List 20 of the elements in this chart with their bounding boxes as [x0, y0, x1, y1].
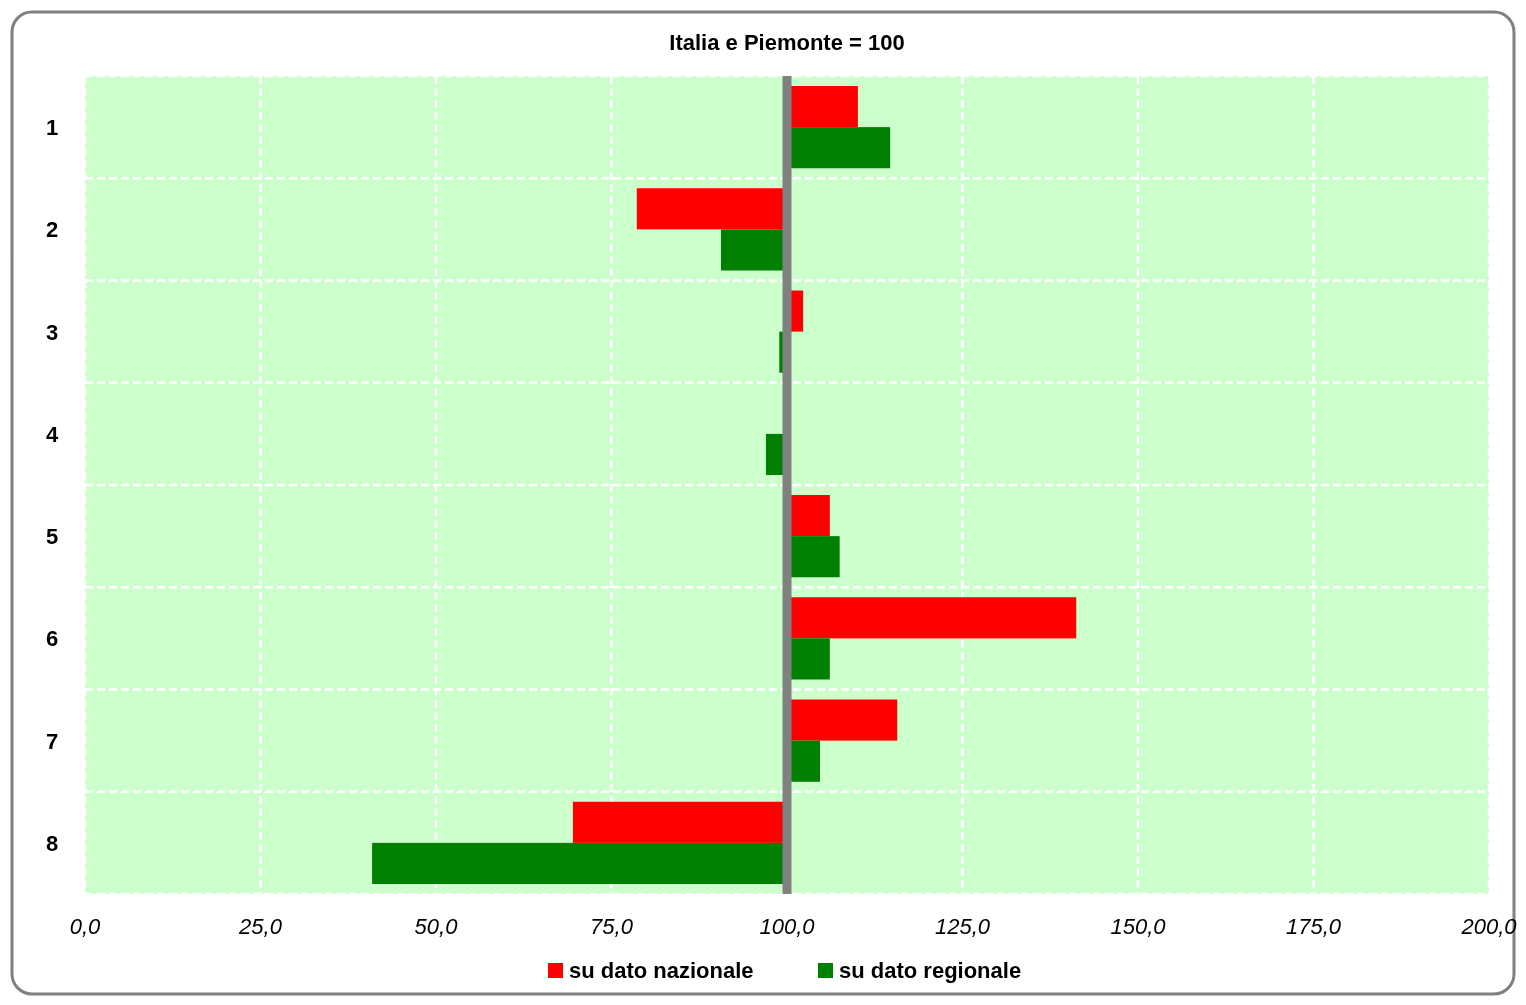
x-tick-label: 175,0 [1285, 914, 1342, 939]
y-tick-label: 8 [45, 830, 59, 856]
y-tick-label: 1 [45, 115, 59, 141]
chart-title: Italia e Piemonte = 100 [669, 30, 905, 55]
y-tick-label: 4 [45, 421, 59, 447]
x-tick-label: 75,0 [590, 914, 634, 939]
y-tick-label: 2 [45, 217, 59, 243]
x-tick-label: 150,0 [1110, 914, 1167, 939]
x-tick-label: 200,0 [1460, 914, 1518, 939]
y-tick-label: 7 [45, 728, 59, 754]
y-tick-label: 3 [45, 319, 59, 345]
legend-label: su dato regionale [839, 958, 1022, 983]
legend-label: su dato nazionale [569, 958, 754, 983]
x-tick-label: 25,0 [238, 914, 283, 939]
x-tick-label: 100,0 [759, 914, 816, 939]
x-tick-label: 125,0 [934, 914, 991, 939]
y-tick-label: 5 [45, 524, 59, 550]
y-tick-label: 6 [45, 626, 59, 652]
x-tick-label: 0,0 [69, 914, 102, 939]
x-tick-label: 50,0 [414, 914, 459, 939]
